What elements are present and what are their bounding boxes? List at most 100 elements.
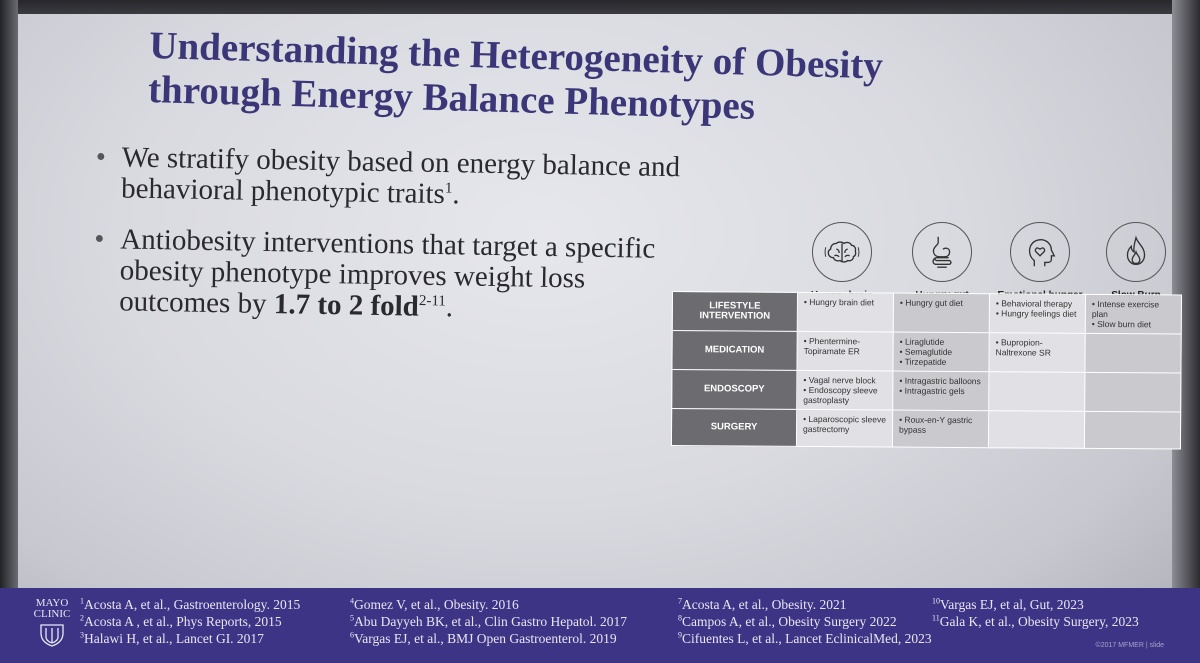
table-cell [1084, 372, 1181, 413]
table-cell [988, 410, 1085, 449]
table-row: LIFESTYLE INTERVENTION Hungry brain diet H… [672, 291, 1182, 335]
reference-text: Acosta A, et al., Gastroenterology. 2015 [84, 597, 301, 612]
table-cell: Intragastric balloonsIntragastric gels [892, 371, 989, 411]
reference-number: 4 [350, 596, 354, 606]
reference-item: 3Halawi H, et al., Lancet GI. 2017 [80, 630, 300, 647]
reference-item: 1Acosta A, et al., Gastroenterology. 201… [80, 596, 300, 613]
intervention-item: Hungry brain diet [804, 297, 887, 308]
fold-highlight: 1.7 to 2 fold [273, 288, 420, 323]
bullet-stratify: We stratify obesity based on energy bala… [95, 141, 696, 214]
reference-text: Vargas EJ, et al, Gut, 2023 [940, 597, 1084, 612]
intervention-item: Semaglutide [900, 347, 983, 358]
reference-text: Halawi H, et al., Lancet GI. 2017 [84, 631, 264, 646]
references-column-1: 1Acosta A, et al., Gastroenterology. 201… [80, 596, 300, 647]
brain-icon [824, 241, 860, 263]
intervention-item: Tirzepatide [899, 357, 982, 368]
reference-text: Acosta A , et al., Phys Reports, 2015 [84, 614, 282, 629]
reference-number: 3 [80, 630, 84, 640]
reference-text: Abu Dayyeh BK, et al., Clin Gastro Hepat… [354, 614, 627, 629]
citation-superscript: 2-11 [418, 293, 447, 310]
reference-text: Acosta A, et al., Obesity. 2021 [682, 597, 847, 612]
intervention-item: Bupropion- Naltrexone SR [996, 337, 1079, 358]
table-cell: Intense exercise planSlow burn diet [1085, 294, 1182, 335]
stomach-icon [932, 236, 952, 268]
intervention-item: Phentermine- Topiramate ER [804, 336, 887, 357]
intervention-item: Roux-en-Y gastric bypass [899, 415, 982, 436]
table-cell: Roux-en-Y gastric bypass [892, 410, 989, 448]
table-cell: Vagal nerve blockEndoscopy sleeve gastro… [796, 370, 893, 411]
reference-item: 9Cifuentes L, et al., Lancet EclinicalMe… [678, 630, 932, 647]
intervention-item: Endoscopy sleeve gastroplasty [803, 385, 886, 406]
reference-number: 2 [80, 613, 84, 623]
table-cell: Hungry brain diet [797, 292, 894, 333]
mayo-clinic-logo: MAYO CLINIC [30, 598, 74, 650]
references-column-2: 4Gomez V, et al., Obesity. 2016 5Abu Dayy… [350, 596, 627, 647]
references-column-3: 7Acosta A, et al., Obesity. 2021 8Campos … [678, 596, 932, 647]
reference-item: 8Campos A, et al., Obesity Surgery 2022 [678, 613, 932, 630]
bullet-list: We stratify obesity based on energy bala… [93, 141, 696, 327]
row-header: SURGERY [671, 408, 797, 447]
head-heart-icon [1028, 238, 1056, 267]
reference-number: 6 [350, 630, 354, 640]
reference-item: 2Acosta A , et al., Phys Reports, 2015 [80, 613, 300, 630]
references-column-4: 10Vargas EJ, et al, Gut, 2023 11Gala K, e… [932, 596, 1139, 630]
reference-item: 11Gala K, et al., Obesity Surgery, 2023 [932, 613, 1139, 630]
reference-text: Vargas EJ, et al., BMJ Open Gastroentero… [354, 631, 617, 646]
bullet-interventions: Antiobesity interventions that target a … [93, 223, 695, 327]
reference-number: 10 [932, 596, 940, 606]
row-header: MEDICATION [671, 330, 798, 371]
slide-title: Understanding the Heterogeneity of Obesi… [148, 24, 1050, 137]
footer-bar [0, 588, 1200, 663]
reference-item: 10Vargas EJ, et al, Gut, 2023 [932, 596, 1139, 613]
intervention-table: LIFESTYLE INTERVENTION Hungry brain diet H… [671, 291, 1182, 450]
table-row: MEDICATIONPhentermine- Topiramate ERLira… [671, 330, 1182, 374]
screen-edge-left [0, 0, 18, 663]
phenotype-hungry-brain: Hungry brain [792, 222, 892, 301]
reference-item: 5Abu Dayyeh BK, et al., Clin Gastro Hepa… [350, 613, 627, 630]
reference-text: Cifuentes L, et al., Lancet EclinicalMed… [682, 631, 932, 646]
reference-text: Gomez V, et al., Obesity. 2016 [354, 597, 519, 612]
table-cell [988, 371, 1085, 412]
reference-item: 4Gomez V, et al., Obesity. 2016 [350, 596, 627, 613]
phenotype-emotional-hunger: Emotional hunger [990, 222, 1090, 301]
reference-number: 5 [350, 613, 354, 623]
table-row: ENDOSCOPYVagal nerve blockEndoscopy slee… [671, 369, 1181, 413]
table-cell: Hungry gut diet [893, 293, 990, 333]
table-cell: Bupropion- Naltrexone SR [988, 332, 1086, 373]
table-cell [1084, 333, 1182, 374]
reference-number: 8 [678, 613, 682, 623]
flame-icon [1126, 235, 1146, 266]
intervention-item: Behavioral therapy [996, 298, 1079, 309]
phenotype-slow-burn: Slow Burn [1086, 222, 1186, 301]
intervention-item: Vagal nerve block [803, 375, 886, 386]
row-header: LIFESTYLE INTERVENTION [672, 291, 798, 332]
table-cell: LiraglutideSemaglutideTirzepatide [892, 332, 990, 372]
table-cell [1084, 411, 1181, 450]
reference-number: 7 [678, 596, 682, 606]
row-header: ENDOSCOPY [671, 369, 797, 410]
intervention-item: Liraglutide [900, 337, 983, 348]
reference-item: 7Acosta A, et al., Obesity. 2021 [678, 596, 932, 613]
intervention-item: Hungry feelings diet [996, 308, 1079, 319]
table-cell: Behavioral therapyHungry feelings diet [989, 293, 1086, 334]
intervention-item: Laparoscopic sleeve gastrectomy [803, 414, 886, 435]
reference-number: 9 [678, 630, 682, 640]
table-row: SURGERY Laparoscopic sleeve gastrectomy Ro… [671, 408, 1181, 450]
intervention-item: Intense exercise plan [1092, 299, 1175, 320]
reference-number: 1 [80, 596, 84, 606]
table-cell: Phentermine- Topiramate ER [796, 331, 894, 372]
table-cell: Laparoscopic sleeve gastrectomy [796, 409, 893, 448]
screen-edge-top [0, 0, 1200, 14]
mayo-shield-icon [40, 624, 64, 647]
phenotype-hungry-gut: Hungry gut [892, 222, 992, 301]
intervention-item: Intragastric balloons [899, 376, 982, 387]
copyright-text: ©2017 MFMER | slide [1095, 642, 1164, 649]
reference-text: Gala K, et al., Obesity Surgery, 2023 [939, 614, 1139, 629]
intervention-item: Intragastric gels [899, 386, 982, 397]
intervention-item: Hungry gut diet [900, 298, 983, 309]
reference-number: 11 [932, 613, 940, 623]
intervention-item: Slow burn diet [1092, 319, 1175, 330]
reference-text: Campos A, et al., Obesity Surgery 2022 [682, 614, 897, 629]
reference-item: 6Vargas EJ, et al., BMJ Open Gastroenter… [350, 630, 627, 647]
